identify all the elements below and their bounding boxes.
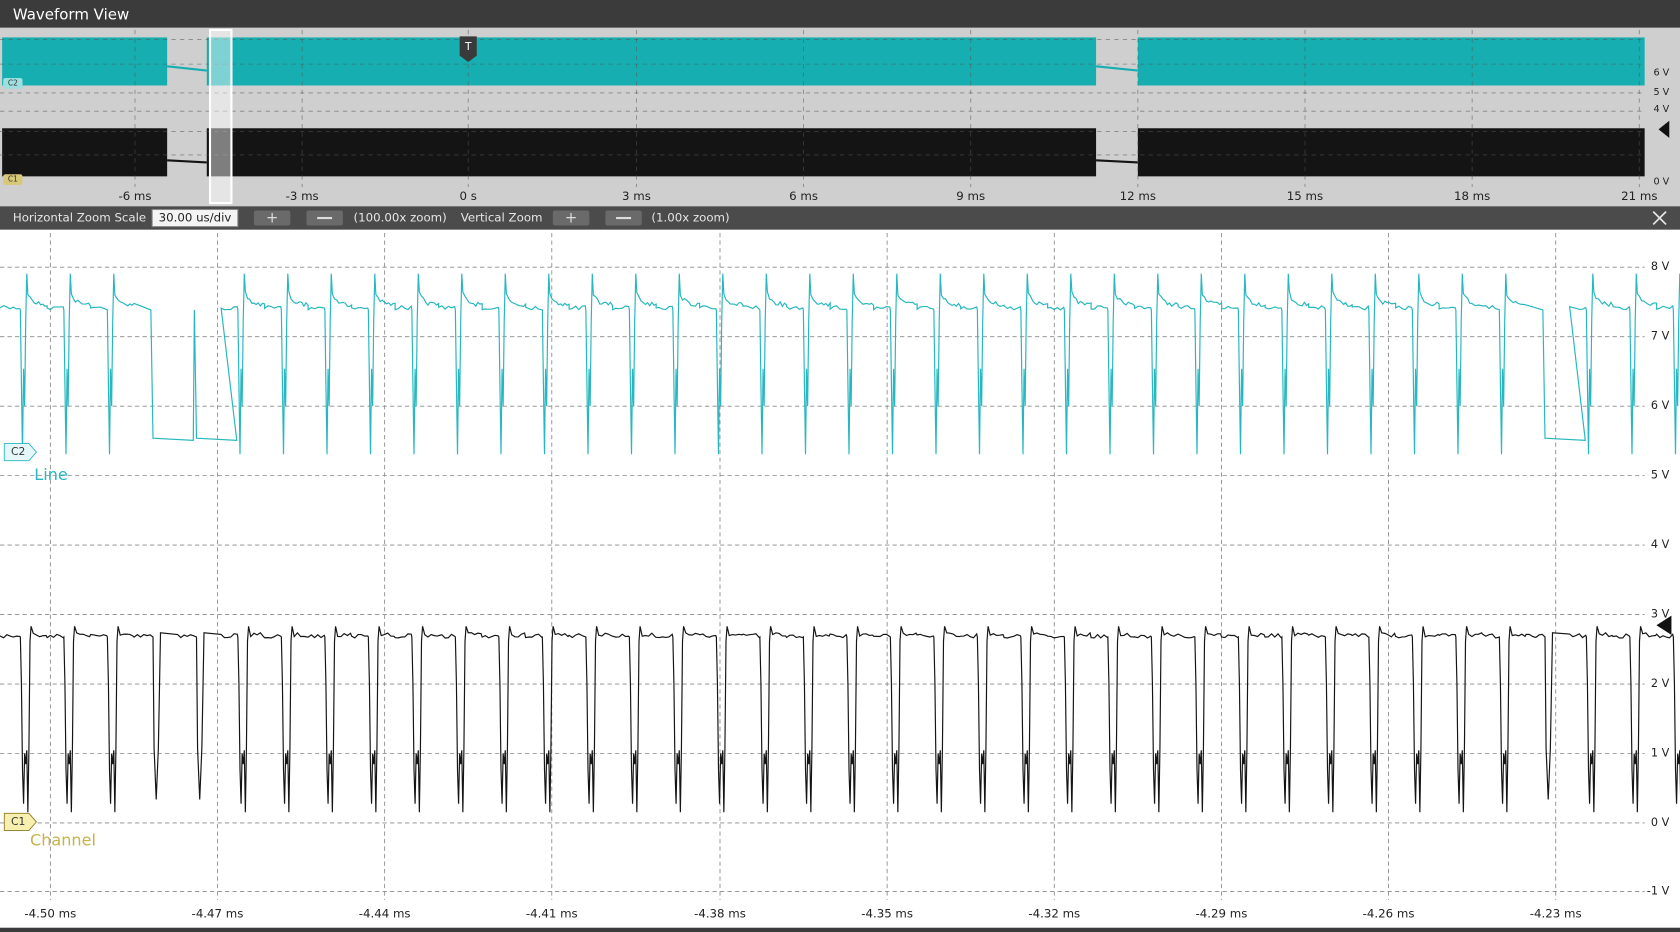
x-tick-label: -4.38 ms — [694, 906, 746, 920]
overview-gap-c2 — [167, 65, 207, 72]
channel-name: Line — [34, 465, 68, 484]
waveform-c1 — [0, 626, 1680, 813]
y-tick-label: 8 V — [1651, 260, 1670, 273]
overview-y-label: 6 V — [1653, 68, 1669, 79]
channel-tag[interactable] — [3, 443, 37, 462]
toolbar-background — [0, 206, 1680, 230]
overview-channel-tag — [3, 174, 23, 185]
overview-x-label: -3 ms — [286, 189, 319, 203]
overview-gap-c1 — [167, 159, 207, 164]
ground-marker — [1656, 615, 1672, 635]
waveform-c2 — [0, 273, 1680, 455]
overview-x-label: -6 ms — [118, 189, 151, 203]
trigger-marker — [459, 36, 477, 62]
vertical-zoom-factor: (1.00x zoom) — [651, 211, 729, 225]
overview-pane[interactable]: T -6 ms -3 ms 0 s 3 ms 6 ms 9 ms 12 ms 15 ms 18 m… — [0, 27, 1680, 207]
overview-y-label: 0 V — [1653, 177, 1669, 188]
overview-channel-tag-label: C2 — [8, 78, 18, 87]
x-tick-label: -4.47 ms — [192, 906, 244, 920]
x-tick-label: -4.32 ms — [1028, 906, 1080, 920]
overview-x-label: 6 ms — [789, 189, 818, 203]
vertical-zoom-label: Vertical Zoom — [461, 211, 543, 225]
overview-x-label: 12 ms — [1120, 189, 1156, 203]
y-tick-label: 5 V — [1651, 469, 1670, 482]
minus-icon — [616, 216, 632, 220]
x-tick-label: -4.29 ms — [1196, 906, 1248, 920]
bottom-border — [0, 927, 1680, 932]
plus-icon: + — [565, 209, 578, 227]
close-zoom-button[interactable] — [1652, 211, 1667, 226]
horizontal-zoom-label: Horizontal Zoom Scale — [13, 211, 146, 225]
zoom-window[interactable] — [208, 28, 233, 205]
overview-trace-c2 — [2, 37, 168, 86]
x-tick-label: -4.26 ms — [1363, 906, 1415, 920]
overview-x-label: 21 ms — [1621, 189, 1657, 203]
vertical-zoom-in[interactable] — [552, 210, 590, 226]
overview-gap-c2 — [1095, 65, 1138, 72]
overview-channel-tag-label: C1 — [8, 175, 18, 184]
zoom-plot: 8 V 7 V 6 V 5 V 4 V 3 V 2 V 1 V 0 V -1 V -4.50 ms -… — [0, 229, 1680, 928]
overview-x-label: 18 ms — [1454, 189, 1490, 203]
overview-x-label: 9 ms — [956, 189, 985, 203]
window-title: Waveform View — [13, 5, 129, 23]
title-bar — [0, 0, 1680, 28]
zoom-toolbar: Horizontal Zoom Scale 30.00 us/div + (10… — [0, 206, 1680, 230]
channel-tag-label: C1 — [11, 815, 25, 828]
overview-trace-c1 — [1137, 128, 1645, 177]
plus-icon: + — [266, 209, 279, 227]
overview-y-label: 5 V — [1653, 87, 1669, 98]
channel-tag[interactable] — [3, 812, 37, 831]
ground-marker — [1658, 120, 1670, 138]
y-tick-label: 3 V — [1651, 608, 1670, 621]
overview-x-label: 0 s — [460, 189, 477, 203]
x-tick-label: -4.50 ms — [24, 906, 76, 920]
y-tick-label: 6 V — [1651, 399, 1670, 412]
plot-background — [0, 229, 1680, 928]
horizontal-scale-field[interactable] — [151, 208, 239, 228]
y-tick-label: 0 V — [1651, 816, 1670, 829]
overview-channel-tag — [3, 78, 23, 89]
y-tick-label: 4 V — [1651, 538, 1670, 551]
overview-x-label: 15 ms — [1287, 189, 1323, 203]
x-tick-label: -4.35 ms — [861, 906, 913, 920]
x-tick-label: -4.23 ms — [1530, 906, 1582, 920]
overview-gap-c1 — [1096, 159, 1138, 164]
overview-x-label: 3 ms — [622, 189, 651, 203]
horizontal-scale-value[interactable]: 30.00 us/div — [159, 211, 232, 225]
trigger-label: T — [464, 40, 472, 53]
y-tick-label: 7 V — [1651, 330, 1670, 343]
horizontal-zoom-in[interactable] — [253, 210, 291, 226]
y-tick-label: -1 V — [1647, 884, 1670, 897]
overview-trace-c2 — [1137, 37, 1645, 86]
overview-trace-c2 — [206, 37, 1097, 86]
x-tick-label: -4.41 ms — [526, 906, 578, 920]
minus-icon — [317, 216, 333, 220]
horizontal-zoom-factor: (100.00x zoom) — [354, 211, 447, 225]
y-tick-label: 1 V — [1651, 747, 1670, 760]
overview-y-label: 4 V — [1653, 104, 1669, 115]
overview-trace-c1 — [206, 128, 1097, 177]
channel-tag-label: C2 — [11, 445, 25, 458]
y-tick-label: 2 V — [1651, 677, 1670, 690]
x-tick-label: -4.44 ms — [359, 906, 411, 920]
channel-name: Channel — [30, 831, 96, 850]
overview-trace-c1 — [2, 128, 168, 177]
